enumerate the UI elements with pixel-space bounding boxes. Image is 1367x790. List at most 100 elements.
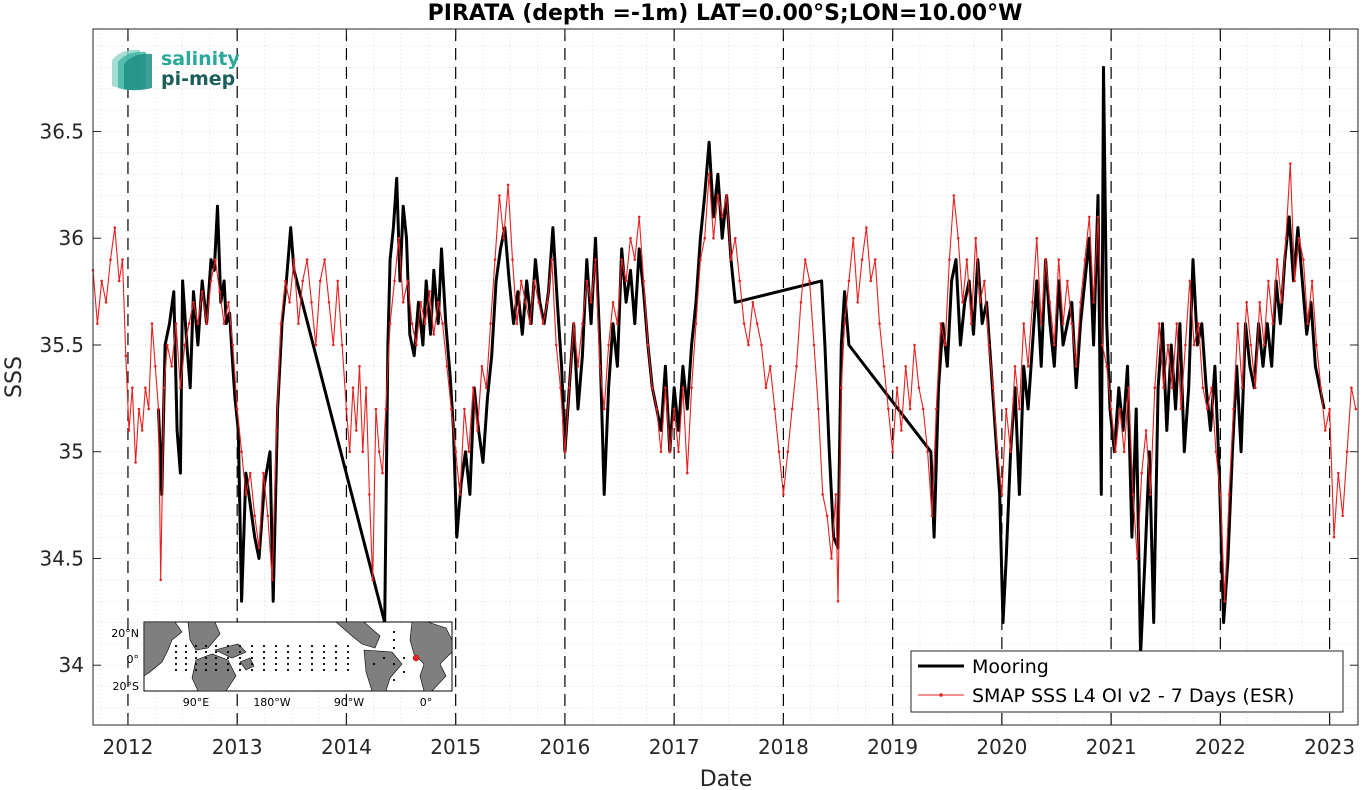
smap-point — [393, 279, 396, 283]
buoy-dot — [346, 662, 350, 666]
smap-point — [279, 322, 283, 325]
smap-point — [1192, 343, 1196, 347]
smap-point — [904, 365, 907, 368]
smap-point — [1131, 493, 1135, 496]
smap-point — [454, 450, 458, 454]
smap-point — [782, 493, 785, 496]
smap-point — [288, 301, 291, 304]
smap-point — [1149, 493, 1152, 496]
smap-point — [1166, 343, 1170, 347]
legend-box — [910, 650, 1344, 713]
smap-point — [1297, 236, 1301, 240]
smap-point — [137, 407, 141, 411]
xtick-label-2014: 2014 — [321, 735, 372, 759]
xtick-label-2022: 2022 — [1195, 735, 1246, 759]
buoy-dot — [274, 656, 278, 660]
inset-map-selected-buoy-marker — [412, 654, 420, 662]
buoy-dot — [214, 644, 218, 648]
buoy-dot — [286, 650, 290, 654]
inset-map-xtick-90e: 90°E — [183, 696, 209, 709]
smap-point — [371, 578, 375, 582]
smap-point — [930, 514, 934, 518]
buoy-dot — [238, 644, 242, 648]
inset-map-land — [143, 621, 453, 692]
smap-point — [637, 215, 641, 219]
salinity-pi-mep-logo: salinity pi-mep — [112, 48, 240, 91]
smap-point — [1109, 407, 1113, 411]
x-axis-label: Date — [700, 767, 753, 790]
buoy-dot — [204, 644, 208, 648]
smap-point — [686, 471, 689, 475]
smap-point — [1105, 365, 1108, 368]
buoy-dot — [214, 656, 218, 660]
smap-point — [432, 333, 436, 336]
smap-point — [729, 258, 733, 261]
smap-point — [162, 386, 166, 390]
smap-point — [253, 514, 256, 518]
smap-point — [1061, 322, 1065, 325]
smap-point — [397, 236, 401, 240]
smap-point — [948, 258, 951, 261]
smap-point — [1341, 514, 1344, 518]
smap-point — [104, 301, 108, 304]
smap-point — [1175, 322, 1178, 325]
inset-map: 20°N 0° 20°S 90°E 180°W 90°W 0° — [111, 621, 453, 709]
smap-point — [292, 258, 296, 261]
smap-point — [707, 172, 711, 176]
smap-point — [493, 258, 497, 261]
plot-area — [93, 29, 1358, 725]
smap-point — [406, 279, 409, 283]
logo-waves-icon — [112, 49, 152, 91]
smap-point — [533, 279, 536, 283]
buoy-dot — [286, 668, 290, 672]
smap-point — [1302, 258, 1305, 261]
smap-point — [943, 343, 947, 347]
smap-point — [1144, 429, 1148, 432]
buoy-dot — [226, 644, 230, 648]
smap-point — [751, 301, 755, 304]
smap-point — [336, 279, 340, 283]
smap-point — [121, 258, 124, 261]
buoy-dot — [184, 656, 188, 660]
buoy-dot — [322, 650, 326, 654]
smap-point — [1236, 322, 1240, 325]
y-axis-ticks: 34 34.5 35 35.5 36 36.5 — [39, 119, 1358, 677]
x-axis-ticks: 2012 2013 2014 2015 2016 2017 2018 2019 2020 2021… — [103, 29, 1355, 759]
smap-point — [471, 386, 475, 390]
smap-point — [1188, 279, 1192, 283]
smap-point — [970, 322, 973, 325]
smap-point — [554, 343, 558, 347]
smap-point — [812, 343, 816, 347]
smap-point — [1074, 365, 1078, 368]
smap-point — [100, 279, 103, 283]
buoy-dot — [392, 646, 396, 650]
smap-line — [92, 162, 1357, 602]
buoy-dot — [250, 644, 254, 648]
inset-map-ytick-20n: 20°N — [111, 627, 139, 640]
smap-point — [423, 322, 427, 325]
smap-point — [1022, 322, 1025, 325]
smap-point — [1223, 599, 1226, 603]
buoy-dot — [262, 668, 266, 672]
buoy-dot — [250, 662, 254, 666]
smap-point — [624, 279, 628, 283]
smap-point — [270, 578, 274, 582]
smap-point — [1249, 343, 1253, 347]
legend-label-mooring: Mooring — [972, 656, 1049, 678]
buoy-dot — [334, 668, 338, 672]
smap-point — [179, 386, 182, 390]
smap-point — [1205, 407, 1209, 411]
smap-point — [1232, 407, 1235, 411]
smap-point — [537, 301, 540, 304]
buoy-dot — [174, 662, 178, 666]
smap-point — [546, 301, 549, 304]
legend-swatch-smap-marker — [939, 693, 943, 697]
smap-point — [1201, 386, 1205, 390]
smap-point — [917, 386, 921, 390]
buoy-dot — [274, 650, 278, 654]
smap-point — [154, 365, 157, 368]
smap-point — [1337, 471, 1340, 475]
buoy-dot — [334, 644, 338, 648]
ytick-label-36.5: 36.5 — [39, 119, 84, 143]
buoy-dot — [334, 662, 338, 666]
